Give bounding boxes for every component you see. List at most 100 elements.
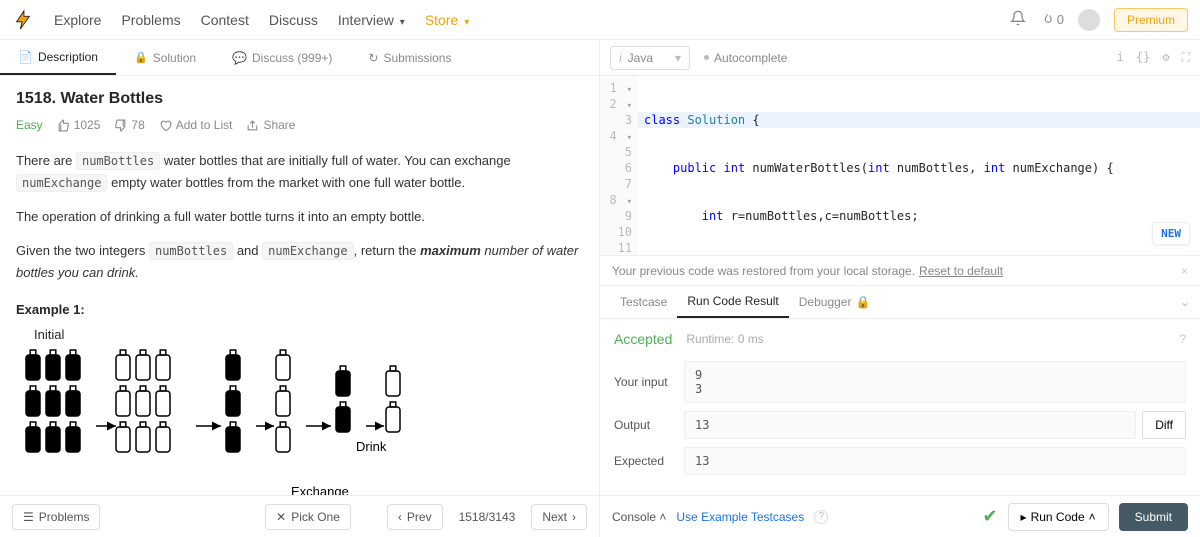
prev-button[interactable]: ‹Prev: [387, 504, 443, 530]
help-icon[interactable]: ?: [1179, 332, 1186, 346]
chevron-up-icon: ˄: [659, 510, 666, 524]
streak-count: 0: [1057, 12, 1064, 27]
bell-icon[interactable]: [1010, 10, 1026, 29]
nav-store[interactable]: Store ▾: [425, 12, 469, 28]
avatar[interactable]: [1078, 9, 1100, 31]
check-icon: ✔: [982, 506, 997, 527]
close-icon[interactable]: ×: [1181, 264, 1188, 278]
clock-icon: ↻: [368, 51, 378, 65]
svg-text:Drink: Drink: [356, 439, 387, 454]
expected-label: Expected: [614, 454, 684, 468]
problem-tabs: 📄Description 🔒Solution 💬Discuss (999+) ↻…: [0, 40, 599, 76]
nav-contest[interactable]: Contest: [201, 12, 249, 28]
svg-text:Exchange: Exchange: [291, 484, 349, 495]
tab-solution[interactable]: 🔒Solution: [116, 40, 214, 75]
discuss-icon: 💬: [232, 51, 247, 65]
reset-link[interactable]: Reset to default: [919, 264, 1003, 278]
lock-icon: 🔒: [134, 51, 148, 64]
nav-links: Explore Problems Contest Discuss Intervi…: [54, 12, 469, 28]
submit-button[interactable]: Submit: [1119, 503, 1188, 531]
top-nav-right: 0 Premium: [1010, 8, 1188, 32]
problems-button[interactable]: ☰Problems: [12, 504, 100, 530]
difficulty-badge: Easy: [16, 118, 43, 132]
left-footer: ☰Problems ✕Pick One ‹Prev 1518/3143 Next…: [0, 495, 599, 537]
top-nav: Explore Problems Contest Discuss Intervi…: [0, 0, 1200, 40]
help-icon[interactable]: ?: [814, 510, 828, 524]
collapse-icon[interactable]: ⌄: [1180, 295, 1190, 309]
dislike-button[interactable]: 78: [114, 118, 144, 132]
list-icon: ☰: [23, 510, 34, 524]
chevron-up-icon: ˄: [1089, 510, 1096, 524]
diff-button[interactable]: Diff: [1142, 411, 1186, 439]
chevron-down-icon: ▾: [400, 17, 405, 28]
nav-problems[interactable]: Problems: [121, 12, 180, 28]
result-body: Accepted Runtime: 0 ms ? Your input 9 3 …: [600, 319, 1200, 495]
example-title: Example 1:: [16, 302, 583, 317]
premium-button[interactable]: Premium: [1114, 8, 1188, 32]
chevron-left-icon: ‹: [398, 510, 402, 524]
lock-icon: 🔒: [855, 295, 870, 309]
language-select[interactable]: iJava▾: [610, 46, 690, 70]
info-icon[interactable]: i: [1117, 50, 1124, 65]
tab-testcase[interactable]: Testcase: [610, 286, 677, 318]
bottles-svg: Drink Exchange: [16, 346, 446, 495]
streak-counter[interactable]: 0: [1040, 12, 1064, 27]
problem-description: There are numBottles water bottles that …: [16, 150, 583, 284]
result-tabs: Testcase Run Code Result Debugger🔒 ⌄: [600, 285, 1200, 319]
favorite-button[interactable]: Add to List: [159, 118, 233, 132]
code-pill: numBottles: [149, 242, 233, 260]
tab-debugger[interactable]: Debugger🔒: [789, 286, 881, 318]
restore-msg: Your previous code was restored from you…: [612, 264, 915, 278]
code-pill: numExchange: [16, 174, 107, 192]
logo-icon: [12, 9, 34, 31]
dot-icon: [704, 55, 709, 60]
runtime-text: Runtime: 0 ms: [686, 332, 763, 346]
tab-discuss[interactable]: 💬Discuss (999+): [214, 40, 350, 75]
code-area[interactable]: class Solution { public int numWaterBott…: [638, 76, 1200, 255]
tab-description[interactable]: 📄Description: [0, 40, 116, 75]
problem-counter: 1518/3143: [451, 510, 524, 524]
shuffle-icon: ✕: [276, 510, 286, 524]
console-toggle[interactable]: Console ˄: [612, 510, 666, 524]
problem-title: 1518. Water Bottles: [16, 90, 583, 108]
restore-bar: Your previous code was restored from you…: [600, 255, 1200, 285]
right-pane: iJava▾ Autocomplete i {} ⚙ ⛶ 1 ▾ 2 ▾ 3 4…: [600, 40, 1200, 537]
nav-interview[interactable]: Interview ▾: [338, 12, 405, 28]
play-icon: ▸: [1021, 510, 1027, 524]
example-diagram: Initial DrinkExchange Drink Exchange: [16, 327, 583, 495]
expected-value: 13: [684, 447, 1186, 475]
status-text: Accepted: [614, 331, 672, 347]
chevron-right-icon: ›: [572, 510, 576, 524]
fullscreen-icon[interactable]: ⛶: [1182, 50, 1190, 65]
left-pane: 📄Description 🔒Solution 💬Discuss (999+) ↻…: [0, 40, 600, 537]
nav-explore[interactable]: Explore: [54, 12, 101, 28]
pick-one-button[interactable]: ✕Pick One: [265, 504, 351, 530]
next-button[interactable]: Next›: [531, 504, 587, 530]
share-button[interactable]: Share: [246, 118, 295, 132]
autocomplete-toggle[interactable]: Autocomplete: [704, 51, 787, 65]
code-editor[interactable]: 1 ▾ 2 ▾ 3 4 ▾ 5 6 7 8 ▾ 9 10 11 12 13 14…: [600, 76, 1200, 255]
gutter: 1 ▾ 2 ▾ 3 4 ▾ 5 6 7 8 ▾ 9 10 11 12 13 14: [600, 76, 638, 255]
tab-submissions[interactable]: ↻Submissions: [350, 40, 469, 75]
problem-meta: Easy 1025 78 Add to List Share: [16, 118, 583, 132]
like-button[interactable]: 1025: [57, 118, 101, 132]
input-value: 9 3: [684, 361, 1186, 403]
new-badge[interactable]: NEW: [1152, 222, 1190, 245]
run-button[interactable]: ▸Run Code˄: [1008, 503, 1109, 531]
code-pill: numBottles: [76, 152, 160, 170]
output-value: 13: [684, 411, 1136, 439]
settings-icon[interactable]: ⚙: [1162, 50, 1169, 65]
nav-discuss[interactable]: Discuss: [269, 12, 318, 28]
chevron-down-icon: ▾: [464, 17, 469, 28]
use-example-link[interactable]: Use Example Testcases: [676, 510, 804, 524]
right-footer: Console ˄ Use Example Testcases ? ✔ ▸Run…: [600, 495, 1200, 537]
braces-icon[interactable]: {}: [1136, 50, 1150, 65]
code-pill: numExchange: [262, 242, 353, 260]
output-label: Output: [614, 418, 684, 432]
main-split: 📄Description 🔒Solution 💬Discuss (999+) ↻…: [0, 40, 1200, 537]
tab-run-result[interactable]: Run Code Result: [677, 286, 788, 318]
input-label: Your input: [614, 375, 684, 389]
editor-header: iJava▾ Autocomplete i {} ⚙ ⛶: [600, 40, 1200, 76]
problem-body: 1518. Water Bottles Easy 1025 78 Add to …: [0, 76, 599, 495]
description-icon: 📄: [18, 50, 33, 64]
